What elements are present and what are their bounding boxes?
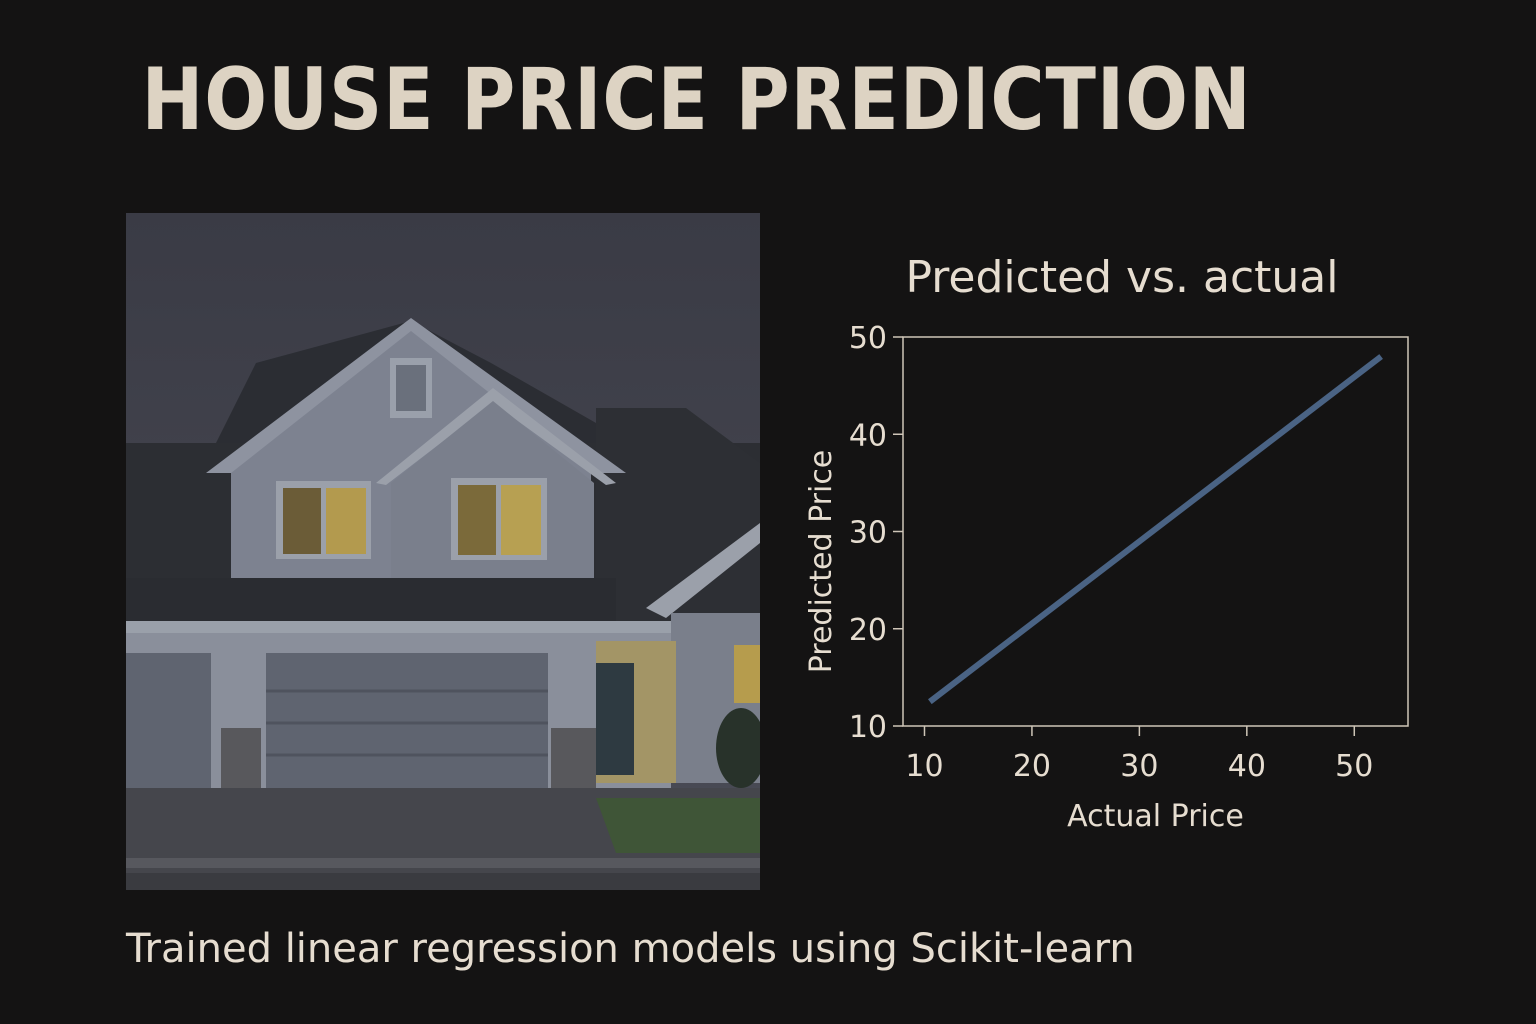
x-axis-label: Actual Price: [1067, 799, 1244, 834]
page-title: HOUSE PRICE PREDICTION: [141, 50, 1252, 150]
x-tick-label: 10: [905, 749, 943, 784]
house-photo: [126, 213, 760, 890]
predicted-vs-actual-chart: 10 20 30 40 50 10 20 30 40 50 Actual Price Predicte…: [804, 321, 1409, 834]
x-tick-label: 40: [1228, 749, 1266, 784]
y-tick-label: 20: [849, 613, 887, 648]
regression-line: [928, 354, 1383, 705]
caption: Trained linear regression models using S…: [126, 926, 1135, 972]
y-tick-label: 40: [849, 418, 887, 453]
y-axis-label: Predicted Price: [804, 450, 839, 674]
y-tick-label: 10: [849, 710, 887, 745]
y-tick-label: 50: [849, 321, 887, 356]
x-tick-label: 50: [1335, 749, 1373, 784]
x-tick-label: 20: [1013, 749, 1051, 784]
y-tick-label: 30: [849, 516, 887, 551]
x-tick-label: 30: [1120, 749, 1158, 784]
chart-title: Predicted vs. actual: [905, 252, 1339, 303]
